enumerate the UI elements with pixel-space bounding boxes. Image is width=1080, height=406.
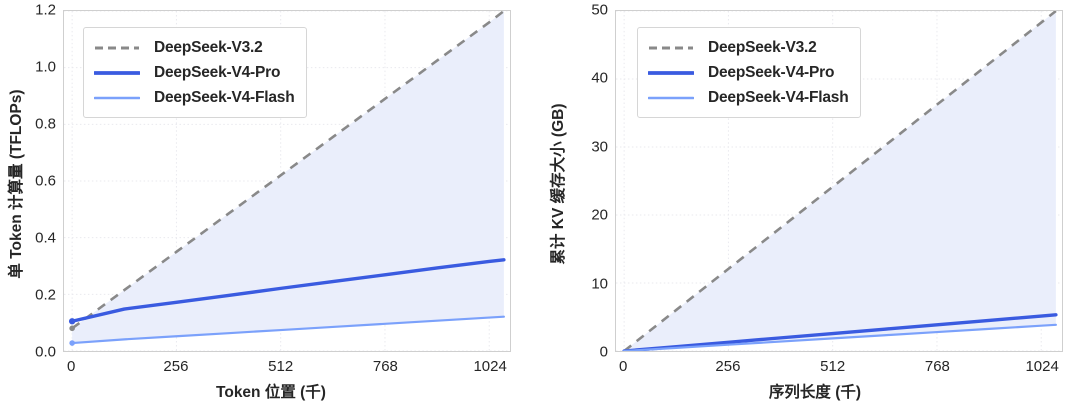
legend-left: DeepSeek-V3.2 DeepSeek-V4-Pro DeepSeek-V4-… (83, 27, 308, 118)
legend-label: DeepSeek-V3.2 (154, 38, 263, 56)
legend-label: DeepSeek-V4-Pro (154, 63, 281, 81)
y-tick-right: 20 (591, 206, 608, 224)
y-tick-right: 50 (591, 1, 608, 19)
y-tick-left: 1.2 (35, 1, 56, 19)
legend-line-swatch-icon (94, 91, 140, 105)
plot-svg-left (64, 11, 510, 351)
y-tick-right: 10 (591, 275, 608, 293)
x-tick-right: 1024 (1025, 358, 1059, 375)
legend-line-swatch-icon (648, 91, 694, 105)
x-tick-labels-right: 0 256 512 768 1024 (540, 0, 1080, 406)
x-tick-labels-left: 0 256 512 768 1024 (67, 358, 507, 375)
panel-kv-cache-size: 累计 KV 缓存大小 (GB) 0 10 20 30 40 50 0 256 512 768 10… (540, 0, 1080, 406)
legend-label: DeepSeek-V4-Flash (708, 88, 849, 106)
y-tick-left: 0.2 (35, 286, 56, 304)
legend-label: DeepSeek-V4-Pro (708, 63, 835, 81)
x-tick-left: 0 (67, 358, 76, 375)
legend-line-swatch-icon (94, 66, 140, 80)
y-tick-left: 0.6 (35, 172, 56, 190)
legend-line-swatch-icon (648, 41, 694, 55)
y-tick-right: 40 (591, 69, 608, 87)
y-tick-left: 0.4 (35, 229, 56, 247)
x-tick-right: 256 (715, 358, 741, 375)
legend-item-deepseek-v3.2[interactable]: DeepSeek-V3.2 (94, 35, 294, 60)
legend-item-deepseek-v4-pro[interactable]: DeepSeek-V4-Pro (648, 60, 848, 85)
x-tick-left: 1024 (473, 358, 507, 375)
y-tick-labels-right: 0 10 20 30 40 50 (550, 0, 608, 406)
legend-item-deepseek-v4-flash[interactable]: DeepSeek-V4-Flash (94, 85, 295, 110)
legend-line-swatch-icon (648, 66, 694, 80)
legend-item-deepseek-v3.2[interactable]: DeepSeek-V3.2 (648, 35, 848, 60)
y-tick-left: 1.0 (35, 58, 56, 76)
legend-label: DeepSeek-V4-Flash (154, 88, 295, 106)
plot-area-left (63, 10, 511, 352)
y-tick-left: 0.8 (35, 115, 56, 133)
legend-item-deepseek-v4-pro[interactable]: DeepSeek-V4-Pro (94, 60, 294, 85)
y-tick-left: 0.0 (35, 343, 56, 361)
legend-label: DeepSeek-V3.2 (708, 38, 817, 56)
x-tick-left: 512 (268, 358, 294, 375)
legend-line-swatch-icon (94, 41, 140, 55)
x-axis-label-right: 序列长度 (千) (768, 384, 862, 401)
y-tick-labels-left: 0.0 0.2 0.4 0.6 0.8 1.0 1.2 (0, 0, 56, 406)
x-tick-right: 768 (924, 358, 950, 375)
x-tick-right: 0 (619, 358, 628, 375)
legend-item-deepseek-v4-flash[interactable]: DeepSeek-V4-Flash (648, 85, 849, 110)
x-tick-left: 768 (372, 358, 398, 375)
y-tick-right: 0 (599, 343, 608, 361)
legend-right: DeepSeek-V3.2 DeepSeek-V4-Pro DeepSeek-V4-… (637, 27, 862, 118)
x-tick-right: 512 (820, 358, 846, 375)
x-axis-label-left: Token 位置 (千) (216, 384, 326, 401)
panel-compute-per-token: 单 Token 计算量 (TFLOPs) 0.0 0.2 0.4 0.6 0.8 1.0 1… (0, 0, 511, 406)
x-tick-left: 256 (163, 358, 189, 375)
y-tick-right: 30 (591, 138, 608, 156)
